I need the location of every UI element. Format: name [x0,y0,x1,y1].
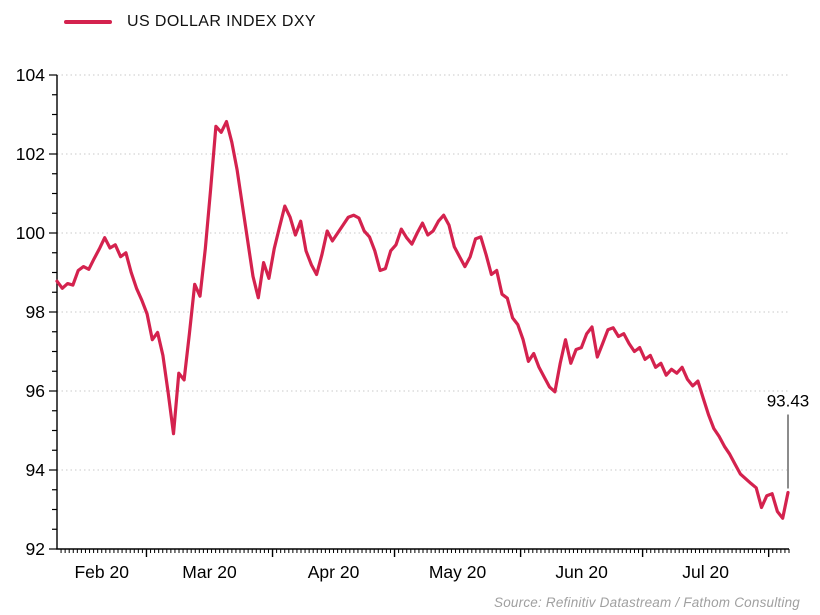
x-axis-labels: Feb 20 Mar 20 Apr 20 May 20 Jun 20 Jul 20 [74,562,729,582]
svg-text:Jul 20: Jul 20 [682,562,729,582]
last-value-annotation: 93.43 [767,392,810,489]
svg-text:92: 92 [26,539,45,559]
y-axis-labels: 92 94 96 98 100 102 104 [16,65,45,559]
svg-text:98: 98 [26,302,45,322]
svg-text:93.43: 93.43 [767,392,810,411]
svg-text:Jun 20: Jun 20 [555,562,608,582]
gridlines [57,74,789,471]
svg-text:102: 102 [16,144,45,164]
dxy-series-line [55,119,790,520]
svg-text:Apr 20: Apr 20 [308,562,360,582]
legend-line-swatch [64,20,112,24]
legend-label: US DOLLAR INDEX DXY [127,13,316,30]
x-axis-ticks [60,549,790,557]
svg-text:96: 96 [26,381,45,401]
svg-text:Feb 20: Feb 20 [74,562,129,582]
svg-text:104: 104 [16,65,45,85]
svg-text:94: 94 [26,460,46,480]
svg-text:Mar 20: Mar 20 [182,562,237,582]
y-axis-ticks [49,74,57,550]
source-credit: Source: Refinitiv Datastream / Fathom Co… [494,595,800,610]
svg-text:May 20: May 20 [429,562,487,582]
svg-text:100: 100 [16,223,45,243]
legend: US DOLLAR INDEX DXY [64,13,316,31]
